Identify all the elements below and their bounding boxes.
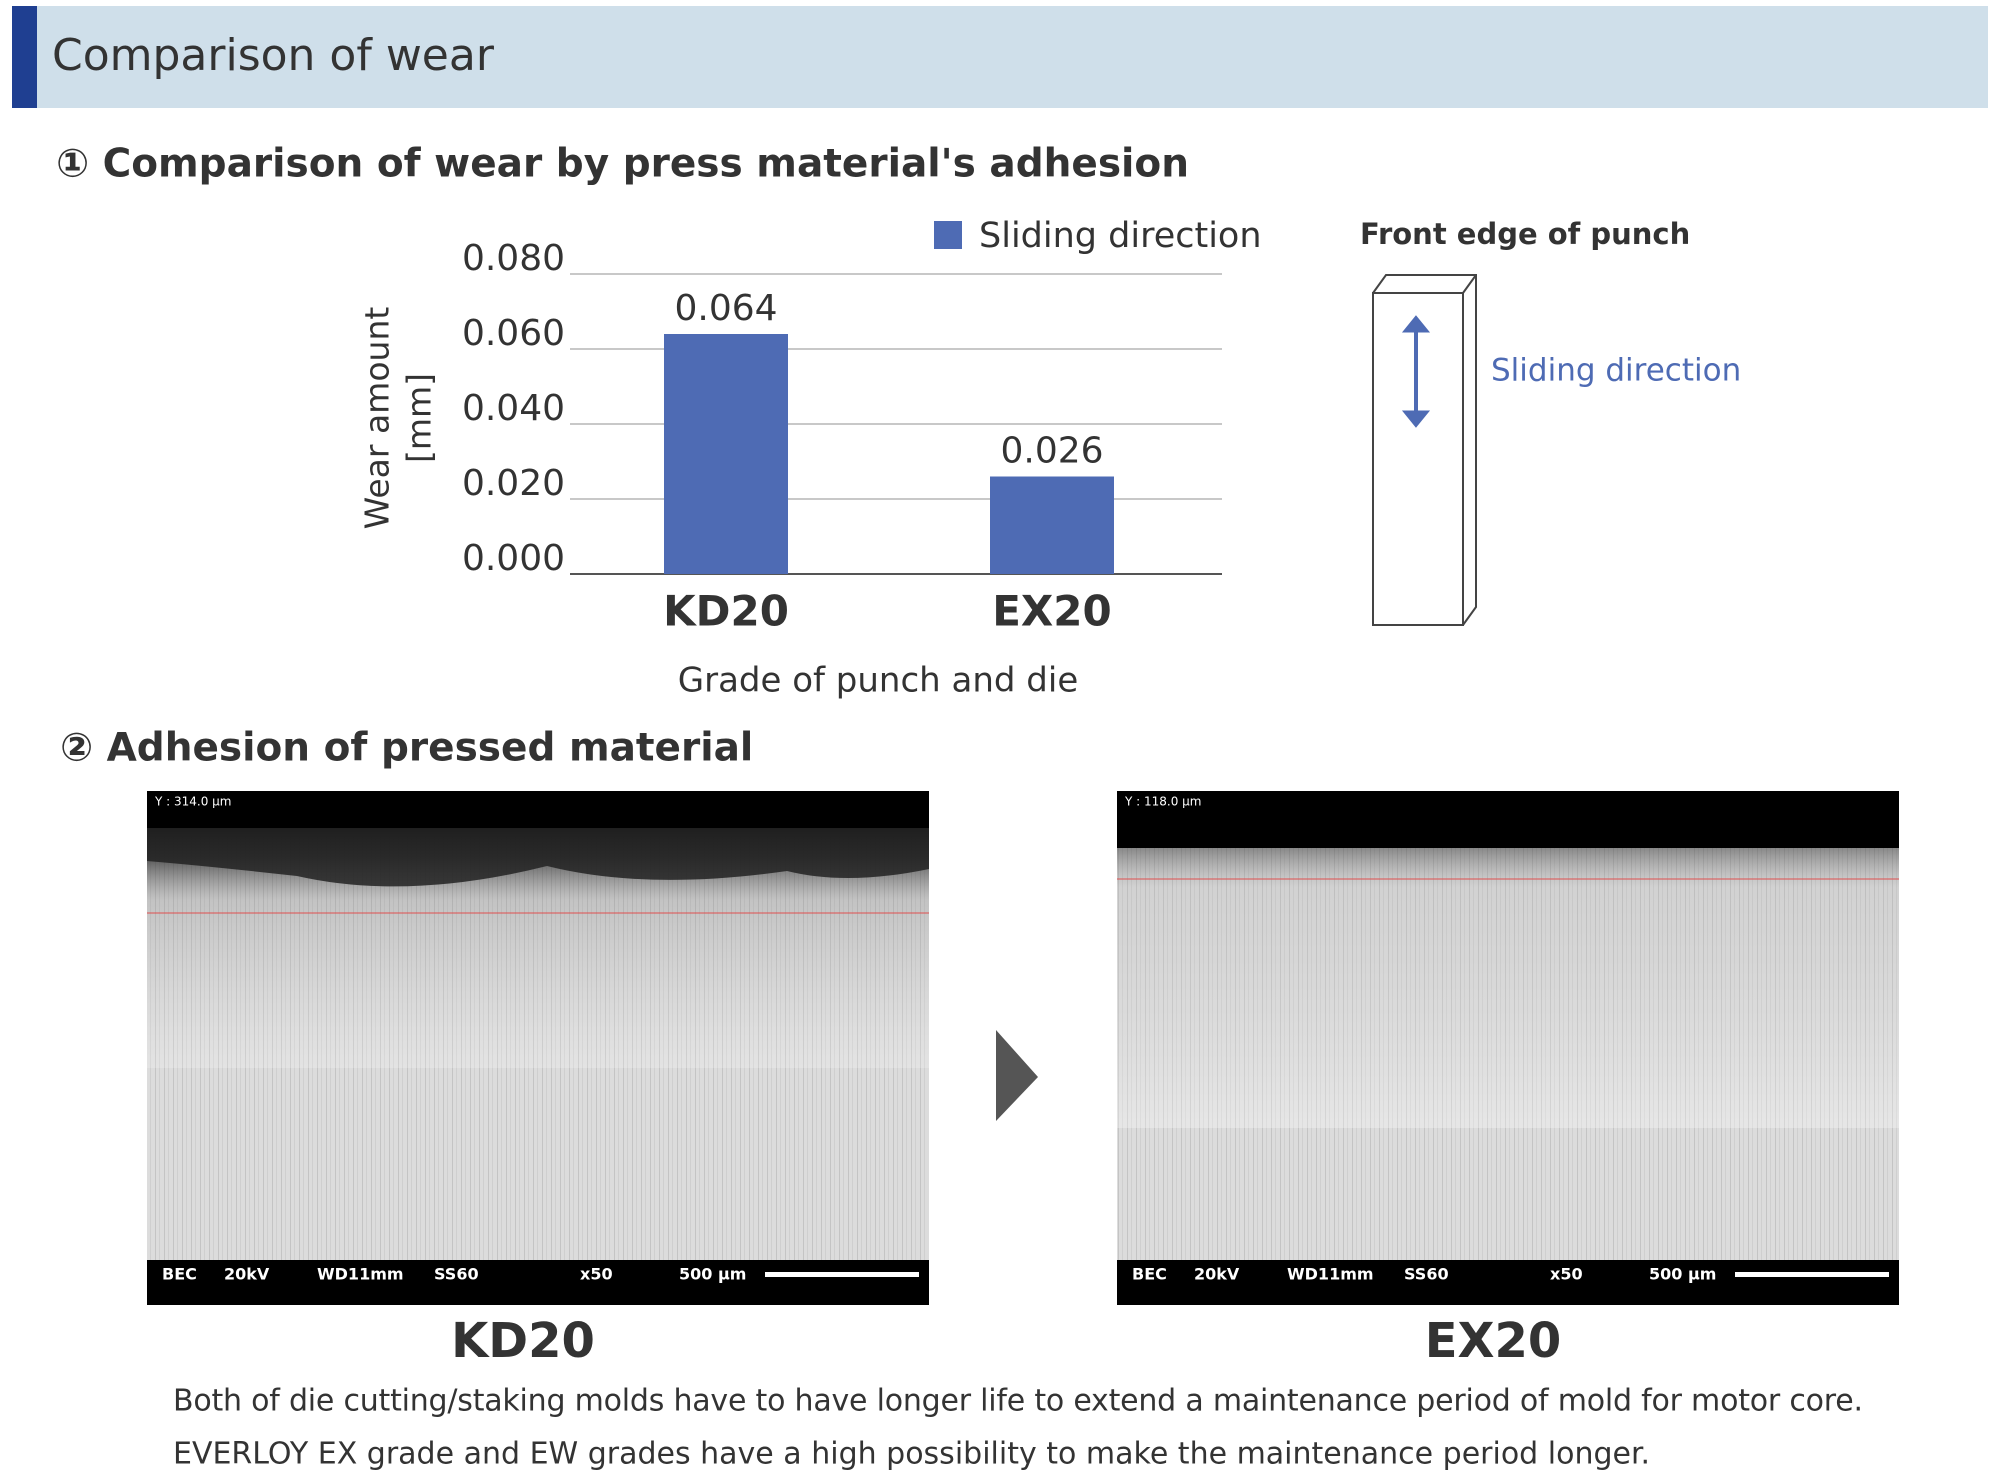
section-title: ① Comparison of wear by press material's… [56, 142, 1189, 187]
scale-bar [1735, 1272, 1889, 1277]
paragraph-line: EVERLOY EX grade and EW grades have a hi… [173, 1437, 1650, 1472]
bar [664, 334, 788, 574]
arrow-label: Sliding direction [1491, 353, 1741, 389]
header-accent [12, 6, 37, 108]
micrograph-info: 20kV [224, 1265, 270, 1284]
scale-bar [765, 1272, 919, 1277]
micrograph-info: WD11mm [1287, 1265, 1374, 1284]
micrograph-info: SS60 [434, 1265, 479, 1284]
bar [990, 476, 1114, 574]
micrograph-top-bar [1117, 791, 1899, 828]
micrograph-info: BEC [162, 1265, 197, 1284]
y-axis-unit: [mm] [400, 373, 439, 463]
micrograph-info: 500 µm [1649, 1265, 1716, 1284]
y-tick-label: 0.020 [462, 463, 565, 504]
y-tick-label: 0.000 [462, 538, 565, 579]
micrograph-info: 20kV [1194, 1265, 1240, 1284]
micrograph-info-bar [1117, 1260, 1899, 1305]
y-tick-label: 0.040 [462, 388, 565, 429]
bar-chart: 0.000 0.020 0.040 0.060 0.080 KD20 EX20 0.064 0.… [358, 216, 1262, 701]
y-axis-label: Wear amount [358, 307, 397, 530]
paragraph-line: Both of die cutting/staking molds have t… [173, 1384, 1863, 1419]
y-tick-label: 0.060 [462, 313, 565, 354]
adhesion-dark [147, 828, 929, 887]
top-dark [1117, 828, 1899, 848]
next-arrow [996, 1030, 1038, 1121]
legend-label: Sliding direction [979, 216, 1262, 256]
section-title: ② Adhesion of pressed material [60, 726, 753, 771]
sliding-arrow [1401, 315, 1431, 428]
micrograph-info: SS60 [1404, 1265, 1449, 1284]
micrographs: Y : 314.0 µm BEC 20kV WD11mm SS60 x50 500 µm KD… [147, 791, 1899, 1369]
punch-shape [1372, 274, 1477, 626]
x-tick-label: KD20 [663, 587, 789, 636]
data-label: 0.026 [1000, 431, 1103, 472]
micrograph-info: 500 µm [679, 1265, 746, 1284]
diagram-title: Front edge of punch [1360, 217, 1690, 251]
data-label: 0.064 [674, 288, 777, 329]
micrograph-top-bar [147, 791, 929, 828]
x-axis-label: Grade of punch and die [678, 661, 1079, 701]
legend-swatch [934, 221, 962, 249]
micrograph-info: x50 [1550, 1265, 1583, 1284]
micrograph-info: x50 [580, 1265, 613, 1284]
micrograph-label: KD20 [451, 1313, 595, 1369]
x-tick-label: EX20 [992, 587, 1112, 636]
measure-label: Y : 314.0 µm [154, 795, 232, 809]
micrograph-info: WD11mm [317, 1265, 404, 1284]
header-title: Comparison of wear [52, 30, 495, 81]
micrograph-info-bar [147, 1260, 929, 1305]
micrograph-info: BEC [1132, 1265, 1167, 1284]
measure-label: Y : 118.0 µm [1124, 795, 1202, 809]
header-bar [12, 6, 1988, 108]
adhesion-layer [1117, 828, 1899, 1128]
micrograph-label: EX20 [1425, 1313, 1562, 1369]
y-tick-label: 0.080 [462, 238, 565, 279]
